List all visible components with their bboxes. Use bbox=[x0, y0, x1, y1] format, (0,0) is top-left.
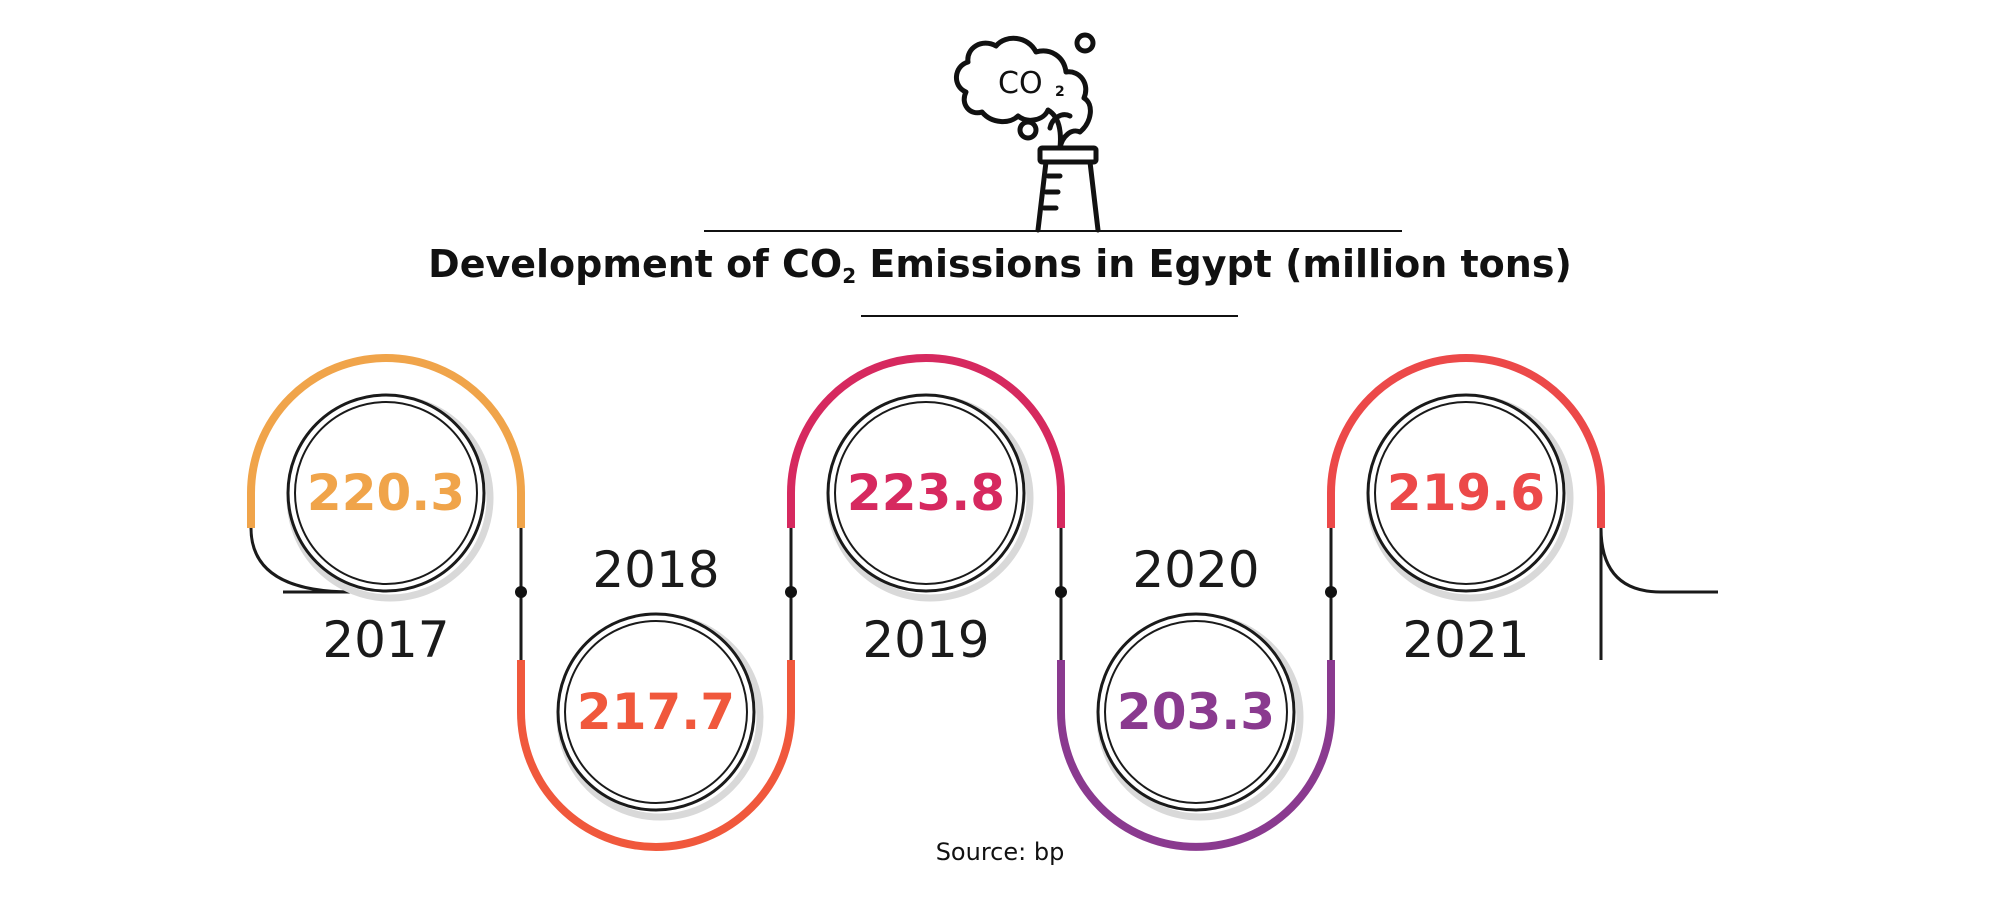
timeline-arc-2021 bbox=[1327, 354, 1605, 528]
value-circle-inner-2021 bbox=[1374, 401, 1558, 585]
source-note: Source: bp bbox=[935, 838, 1065, 866]
timeline-layer: 220.3 2017 217.7 2018 223.8 2019 203.3 2020 219.… bbox=[247, 354, 1718, 851]
value-circle-outer-2019 bbox=[826, 393, 1026, 593]
value-label-2017: 220.3 bbox=[307, 464, 465, 522]
timeline-arc-2020 bbox=[1057, 660, 1335, 851]
co2-factory-chimney-icon bbox=[954, 32, 1101, 233]
year-label-2021: 2021 bbox=[1402, 611, 1529, 669]
chart-title-subscript: 2 bbox=[842, 264, 857, 288]
icon-co2-label: CO bbox=[998, 66, 1043, 101]
timeline-junction-dot bbox=[515, 586, 527, 598]
timeline-arc-2017 bbox=[247, 354, 525, 528]
chart-title: Development of CO2 Emissions in Egypt (m… bbox=[0, 242, 2000, 288]
value-circle-inner-2017 bbox=[294, 401, 478, 585]
chart-title-suffix: Emissions in Egypt (million tons) bbox=[856, 242, 1572, 286]
year-label-2017: 2017 bbox=[322, 611, 449, 669]
value-circle-outer-2020 bbox=[1096, 612, 1296, 812]
chart-title-prefix: Development of CO bbox=[428, 242, 843, 286]
value-label-2018: 217.7 bbox=[577, 683, 735, 741]
timeline-arc-2019 bbox=[787, 354, 1065, 528]
value-circle-inner-2019 bbox=[834, 401, 1018, 585]
value-label-2020: 203.3 bbox=[1117, 683, 1275, 741]
value-circle-outer-2021 bbox=[1366, 393, 1566, 593]
timeline-junction-dot bbox=[1325, 586, 1337, 598]
timeline-junction-dot bbox=[1055, 586, 1067, 598]
value-label-2019: 223.8 bbox=[847, 464, 1005, 522]
value-circle-inner-2018 bbox=[564, 620, 748, 804]
year-label-2020: 2020 bbox=[1132, 541, 1259, 599]
value-circle-inner-2020 bbox=[1104, 620, 1288, 804]
year-label-2018: 2018 bbox=[592, 541, 719, 599]
value-circle-outer-2017 bbox=[286, 393, 486, 593]
year-label-2019: 2019 bbox=[862, 611, 989, 669]
icon-co2-subscript: 2 bbox=[1055, 84, 1065, 100]
timeline-arc-2018 bbox=[517, 660, 795, 851]
value-circle-outer-2018 bbox=[556, 612, 756, 812]
value-label-2021: 219.6 bbox=[1387, 464, 1545, 522]
timeline-junction-dot bbox=[785, 586, 797, 598]
timeline-tail-right bbox=[1599, 527, 1718, 594]
timeline-tail-left bbox=[249, 527, 353, 594]
